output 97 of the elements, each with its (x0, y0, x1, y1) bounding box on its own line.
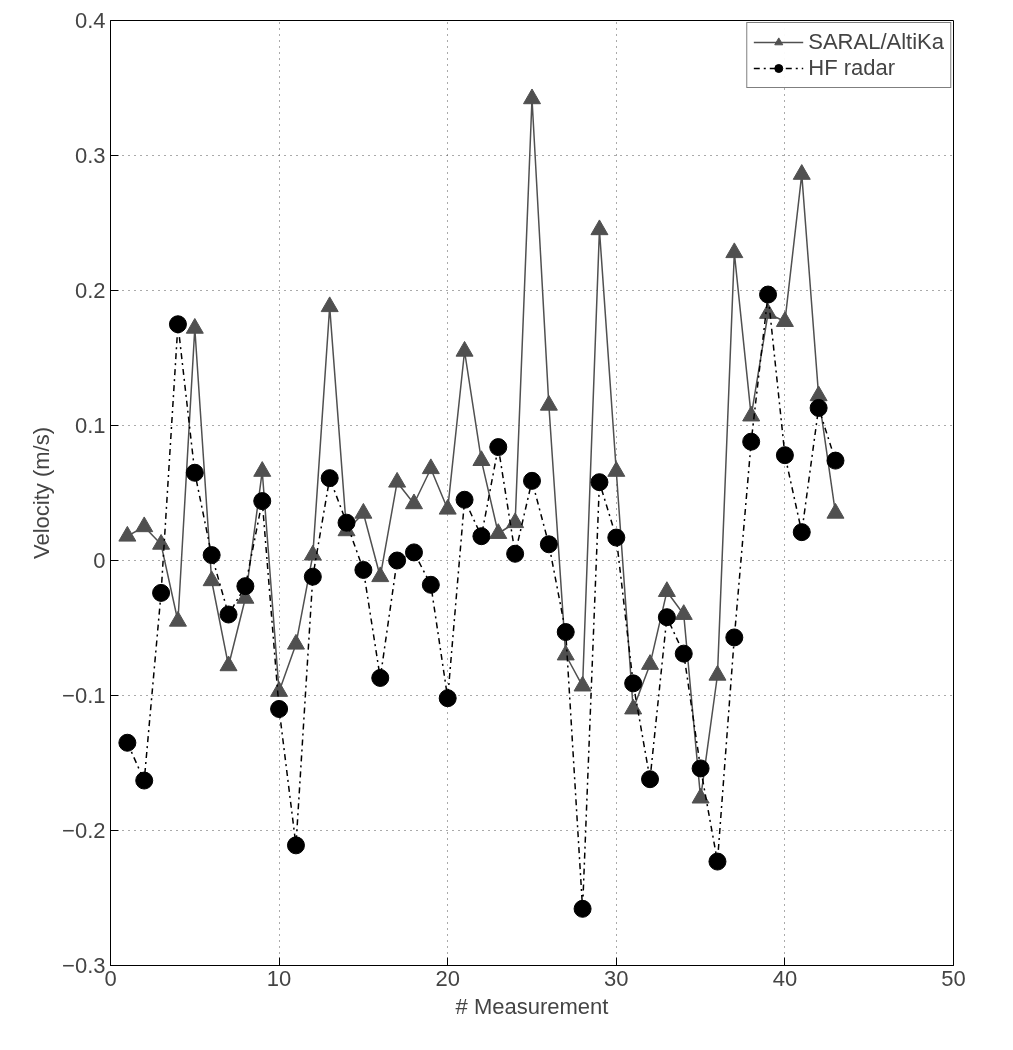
point (388, 551, 407, 570)
point (320, 296, 339, 313)
point (404, 543, 423, 562)
point (641, 654, 660, 670)
point (657, 581, 676, 597)
point (657, 608, 676, 627)
point (826, 502, 845, 519)
point (404, 493, 423, 510)
point (489, 438, 508, 457)
point (674, 644, 693, 663)
point (185, 317, 204, 334)
point (219, 655, 238, 672)
point (270, 681, 289, 697)
point (421, 458, 440, 475)
x-tick-label: 50 (941, 965, 966, 991)
y-tick-label: 0.1 (74, 413, 106, 438)
x-tick-label: 10 (266, 965, 292, 991)
point (202, 546, 221, 565)
point (691, 759, 710, 778)
x-tick-label: 30 (604, 965, 629, 991)
point (168, 610, 187, 627)
point (826, 451, 845, 470)
point (270, 700, 289, 718)
point (421, 575, 440, 594)
point (742, 432, 761, 451)
y-tick-label: −0.1 (62, 683, 106, 708)
point (624, 674, 643, 693)
point (135, 771, 154, 790)
point (388, 471, 407, 488)
point (775, 311, 794, 327)
point (337, 513, 356, 532)
y-tick-label: 0.2 (74, 278, 106, 303)
y-tick-label: −0.2 (62, 818, 106, 843)
point (539, 535, 558, 554)
point (590, 219, 609, 236)
point (253, 461, 272, 477)
legend-label: SARAL/AltiKa (808, 29, 944, 55)
point (303, 567, 322, 586)
point (438, 498, 457, 515)
point (556, 623, 575, 642)
point (539, 394, 558, 411)
point (573, 899, 592, 918)
y-axis-title: Velocity (m/s) (29, 426, 55, 560)
point (354, 560, 373, 579)
y-tick-label: 0 (93, 548, 106, 573)
point (118, 733, 137, 752)
point (152, 533, 171, 550)
point (472, 527, 491, 546)
point (354, 502, 373, 519)
point (455, 340, 474, 357)
point (185, 463, 204, 482)
point (725, 242, 744, 259)
y-tick-label: −0.3 (62, 953, 106, 978)
point (286, 633, 305, 650)
point (759, 285, 778, 304)
point (303, 544, 322, 561)
point (506, 512, 525, 529)
point (455, 490, 474, 509)
point (624, 698, 643, 715)
legend-label: HF radar (808, 55, 896, 81)
x-tick-label: 20 (435, 965, 460, 991)
point (489, 523, 508, 539)
point (472, 450, 491, 467)
point (809, 398, 828, 417)
point (236, 577, 255, 596)
point (286, 836, 305, 855)
point (556, 644, 575, 661)
point (590, 473, 609, 492)
point (135, 516, 154, 533)
point (320, 469, 339, 488)
x-tick-label: 40 (772, 965, 798, 991)
point (523, 88, 541, 105)
point (202, 570, 221, 587)
point (742, 405, 761, 422)
point (607, 461, 626, 477)
point (438, 689, 457, 708)
x-axis-title: # Measurement (455, 993, 609, 1019)
point (573, 675, 592, 692)
point (708, 664, 727, 681)
point (674, 604, 693, 620)
point (371, 566, 390, 583)
point (118, 525, 137, 542)
point (253, 492, 272, 511)
point (708, 852, 727, 871)
point (371, 668, 390, 687)
point (219, 605, 238, 624)
point (523, 471, 541, 490)
point (641, 770, 660, 789)
point (725, 628, 744, 647)
point (152, 583, 171, 602)
y-tick-label: 0.3 (74, 143, 106, 168)
point (792, 164, 811, 180)
y-tick-label: 0.4 (74, 8, 106, 33)
point (775, 446, 794, 465)
point (607, 528, 626, 547)
point (792, 523, 811, 542)
point (506, 544, 525, 563)
